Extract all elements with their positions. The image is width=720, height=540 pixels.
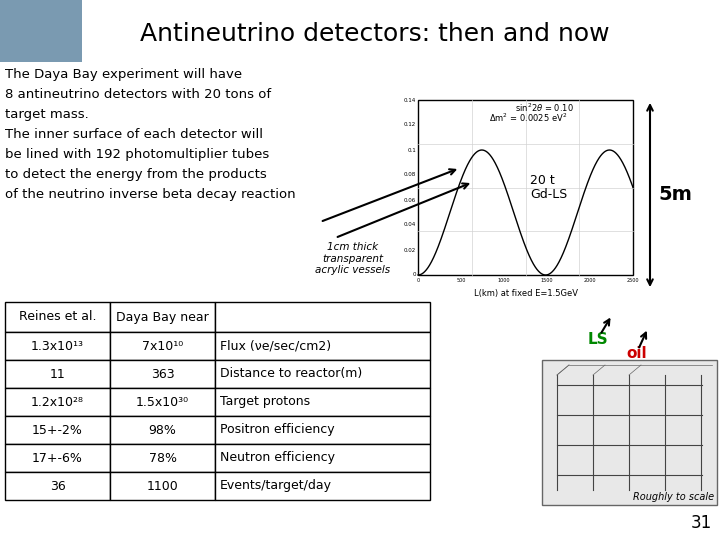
Text: sin$^2$2$\theta$ = 0.10: sin$^2$2$\theta$ = 0.10 — [515, 102, 574, 114]
Text: 1.5x10³⁰: 1.5x10³⁰ — [136, 395, 189, 408]
Text: 0.02: 0.02 — [404, 247, 416, 253]
Text: 1100: 1100 — [147, 480, 179, 492]
Bar — [215, 302, 430, 332]
Text: 20 t
Gd-LS: 20 t Gd-LS — [530, 173, 567, 201]
Bar — [215, 360, 430, 388]
Bar — [215, 332, 430, 360]
Text: 0.04: 0.04 — [404, 222, 416, 227]
Text: 1.2x10²⁸: 1.2x10²⁸ — [31, 395, 84, 408]
Text: 0: 0 — [416, 278, 420, 283]
Text: Flux (νe/sec/cm2): Flux (νe/sec/cm2) — [220, 340, 331, 353]
Text: 500: 500 — [456, 278, 466, 283]
Bar — [110, 332, 215, 360]
Text: 1500: 1500 — [541, 278, 553, 283]
Text: LS: LS — [588, 332, 608, 347]
Text: Positron efficiency: Positron efficiency — [220, 423, 335, 436]
Text: 1.3x10¹³: 1.3x10¹³ — [31, 340, 84, 353]
Text: 11: 11 — [50, 368, 66, 381]
Text: 17+-6%: 17+-6% — [32, 451, 83, 464]
Bar — [215, 416, 430, 444]
Text: Events/target/day: Events/target/day — [220, 480, 332, 492]
Text: Antineutrino detectors: then and now: Antineutrino detectors: then and now — [140, 22, 610, 46]
Bar — [5, 332, 110, 360]
Bar — [5, 416, 110, 444]
Bar — [5, 360, 110, 388]
Text: 2500: 2500 — [626, 278, 639, 283]
Bar — [5, 444, 110, 472]
Bar — [110, 302, 215, 332]
Text: 0.12: 0.12 — [404, 123, 416, 127]
Text: 5m: 5m — [658, 186, 692, 205]
Bar — [5, 388, 110, 416]
Bar — [5, 472, 110, 500]
Bar — [5, 302, 110, 332]
Text: Neutron efficiency: Neutron efficiency — [220, 451, 335, 464]
Bar — [542, 360, 717, 505]
Text: 0: 0 — [413, 273, 416, 278]
Text: 15+-2%: 15+-2% — [32, 423, 83, 436]
Text: The Daya Bay experiment will have: The Daya Bay experiment will have — [5, 68, 242, 81]
Bar — [110, 416, 215, 444]
Text: 7x10¹⁰: 7x10¹⁰ — [142, 340, 183, 353]
Text: 2000: 2000 — [584, 278, 596, 283]
Text: 1cm thick
transparent
acrylic vessels: 1cm thick transparent acrylic vessels — [315, 242, 390, 275]
Bar — [110, 444, 215, 472]
Text: 0.14: 0.14 — [404, 98, 416, 103]
Bar — [215, 388, 430, 416]
Text: $\Delta$m$^2$ = 0.0025 eV$^2$: $\Delta$m$^2$ = 0.0025 eV$^2$ — [489, 112, 567, 124]
Text: Distance to reactor(m): Distance to reactor(m) — [220, 368, 362, 381]
Text: be lined with 192 photomultiplier tubes: be lined with 192 photomultiplier tubes — [5, 148, 269, 161]
Text: 98%: 98% — [148, 423, 176, 436]
Text: 0.1: 0.1 — [408, 147, 416, 152]
Bar — [110, 360, 215, 388]
Text: 363: 363 — [150, 368, 174, 381]
Text: oil: oil — [626, 346, 647, 361]
Text: of the neutrino inverse beta decay reaction: of the neutrino inverse beta decay react… — [5, 188, 296, 201]
Text: 0.06: 0.06 — [404, 198, 416, 202]
Text: Daya Bay near: Daya Bay near — [116, 310, 209, 323]
Bar — [110, 388, 215, 416]
Text: L(km) at fixed E=1.5GeV: L(km) at fixed E=1.5GeV — [474, 289, 577, 298]
Bar — [110, 472, 215, 500]
Text: 78%: 78% — [148, 451, 176, 464]
Text: The inner surface of each detector will: The inner surface of each detector will — [5, 128, 263, 141]
Bar — [418, 100, 633, 275]
Bar — [0, 0, 82, 62]
Text: target mass.: target mass. — [5, 108, 89, 121]
Text: to detect the energy from the products: to detect the energy from the products — [5, 168, 266, 181]
Text: Reines et al.: Reines et al. — [19, 310, 96, 323]
Bar — [0, 0, 82, 62]
Text: 1000: 1000 — [498, 278, 510, 283]
Text: Target protons: Target protons — [220, 395, 310, 408]
Text: 0.08: 0.08 — [404, 172, 416, 178]
Text: 31: 31 — [690, 514, 712, 532]
Bar — [215, 444, 430, 472]
Text: 8 antineutrino detectors with 20 tons of: 8 antineutrino detectors with 20 tons of — [5, 88, 271, 101]
Text: 36: 36 — [50, 480, 66, 492]
Bar — [215, 472, 430, 500]
Text: Roughly to scale: Roughly to scale — [633, 492, 714, 502]
